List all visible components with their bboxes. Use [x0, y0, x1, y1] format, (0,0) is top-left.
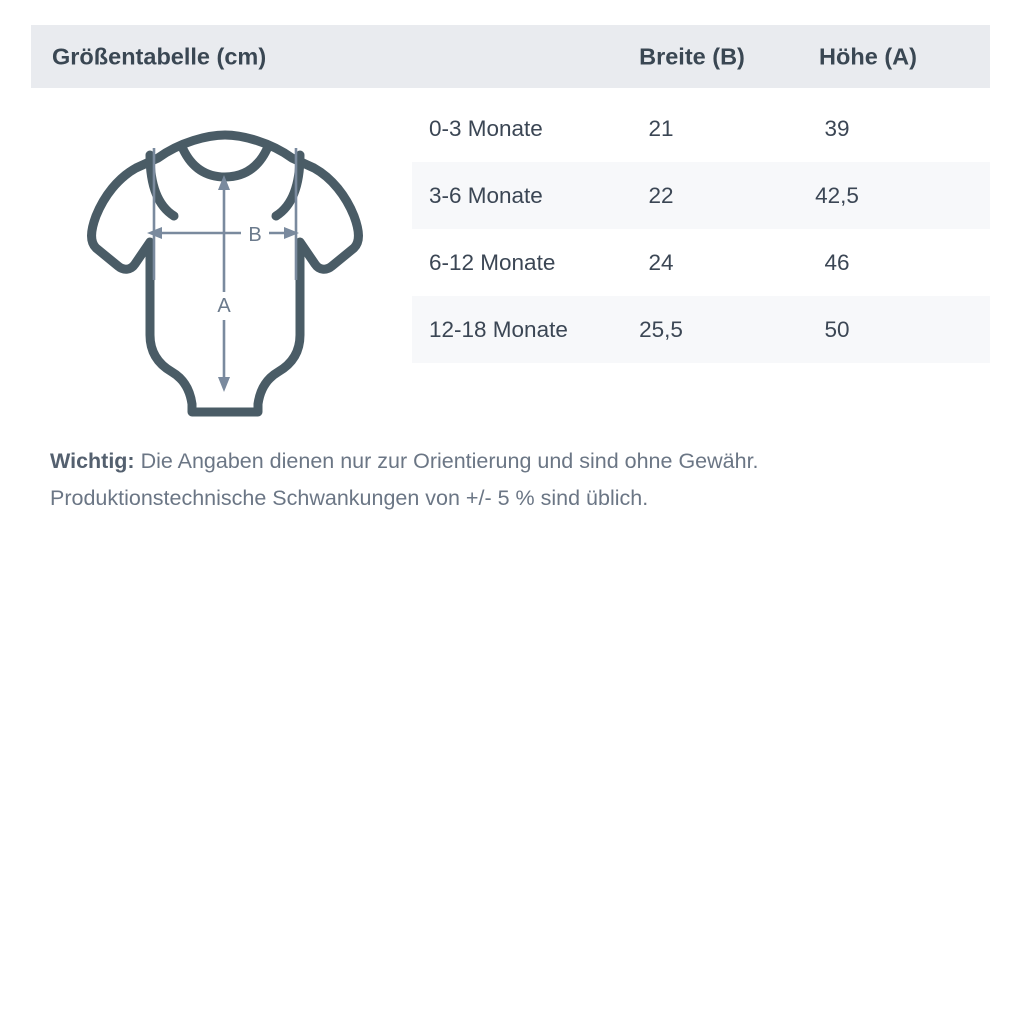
cell-height-value: 50	[824, 316, 850, 342]
cell-height-value: 46	[824, 249, 850, 275]
cell-width-value: 24	[648, 249, 674, 275]
height-label: A	[217, 295, 231, 317]
height-arrow-head-bottom	[218, 377, 230, 392]
table-row: 6-12 Monate 24 46	[412, 229, 990, 296]
cell-size-label: 12-18 Monate	[429, 316, 568, 342]
dimension-arrows	[152, 148, 298, 384]
column-header-height: Höhe (A)	[819, 43, 917, 69]
height-arrow-head-top	[218, 175, 230, 190]
cell-size-label: 6-12 Monate	[429, 249, 556, 275]
bodysuit-outline-icon	[87, 130, 363, 417]
disclaimer-note: Wichtig: Die Angaben dienen nur zur Orie…	[50, 443, 990, 517]
cell-size-label: 3-6 Monate	[429, 182, 543, 208]
table-row: 0-3 Monate 21 39	[412, 95, 990, 162]
disclaimer-emphasis: Wichtig:	[50, 449, 135, 473]
cell-size-label: 0-3 Monate	[429, 115, 543, 141]
arrow-heads	[147, 175, 299, 392]
cell-height-value: 42,5	[815, 182, 859, 208]
disclaimer-line-2: Produktionstechnische Schwankungen von +…	[50, 486, 649, 510]
column-header-width: Breite (B)	[639, 43, 745, 69]
cell-width-value: 22	[648, 182, 674, 208]
cell-width-value: 25,5	[639, 316, 683, 342]
width-arrow-head-left	[147, 227, 162, 239]
size-table: 0-3 Monate 21 39 3-6 Monate 22 42,5 6-12…	[412, 95, 990, 363]
table-row: 12-18 Monate 25,5 50	[412, 296, 990, 363]
disclaimer-line-1: Die Angaben dienen nur zur Orientierung …	[134, 449, 759, 473]
width-label: B	[248, 224, 261, 246]
page-title: Größentabelle (cm)	[52, 43, 267, 69]
table-row: 3-6 Monate 22 42,5	[412, 162, 990, 229]
cell-height-value: 39	[824, 115, 850, 141]
size-chart-header: Größentabelle (cm) Breite (B) Höhe (A)	[31, 25, 990, 88]
cell-width-value: 21	[648, 115, 674, 141]
baby-bodysuit-diagram: B A	[70, 120, 380, 420]
width-arrow-head-right	[284, 227, 299, 239]
